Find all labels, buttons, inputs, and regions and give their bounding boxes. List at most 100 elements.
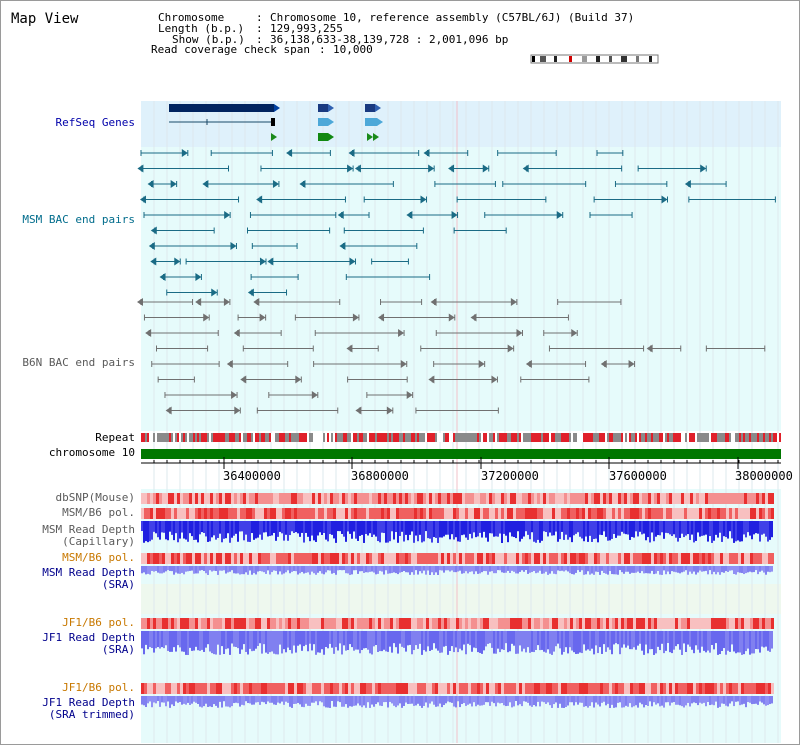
repeat-segment [691,433,693,442]
repeat-segment [537,433,539,442]
read-depth-bar [531,521,533,533]
read-depth-bar [505,696,507,707]
track-label-msm-b6-pol-1[interactable]: MSM/B6 pol. [62,506,135,519]
track-label-jf1-depth-trim-1[interactable]: JF1 Read Depth [42,696,135,709]
read-depth-bar [611,521,613,539]
read-depth-bar [661,566,663,575]
repeat-segment [487,433,489,442]
read-depth-bar [299,631,301,645]
read-depth-bar [287,566,289,571]
track-label-msm-b6-pol-2[interactable]: MSM/B6 pol. [62,551,135,564]
read-depth-bar [569,696,571,703]
polymorphism-cell [750,508,753,519]
read-depth-bar [209,521,211,542]
read-depth-bar [191,696,193,704]
polymorphism-cell [735,553,738,564]
read-depth-bar [421,566,423,574]
repeat-segment [595,433,597,442]
polymorphism-cell [579,618,582,629]
read-depth-bar [493,631,495,654]
polymorphism-cell [237,618,240,629]
read-depth-bar [717,631,719,655]
read-depth-bar [399,521,401,536]
read-depth-bar [219,521,221,534]
polymorphism-cell [618,493,621,504]
read-depth-bar [509,631,511,652]
polymorphism-cell [258,618,261,629]
polymorphism-cell [597,508,600,519]
read-depth-bar [637,566,639,572]
track-label-jf1-depth-1[interactable]: JF1 Read Depth [42,631,135,644]
read-depth-bar [693,631,695,654]
read-depth-bar [211,631,213,654]
read-depth-bar [401,696,403,708]
polymorphism-cell [366,493,369,504]
polymorphism-cell [318,493,321,504]
read-depth-bar [479,521,481,533]
read-depth-bar [145,521,147,542]
track-label-jf1-b6-pol-2[interactable]: JF1/B6 pol. [62,681,135,694]
repeat-segment [597,433,599,442]
polymorphism-cell [276,508,279,519]
b6n-bac-pair-arrow [233,329,240,337]
read-depth-bar [589,566,591,575]
read-depth-bar [177,521,179,543]
read-depth-bar [389,696,391,702]
polymorphism-cell [459,508,462,519]
read-depth-bar [373,696,375,707]
read-depth-bar [701,521,703,536]
read-depth-bar [347,631,349,651]
read-depth-bar [585,631,587,651]
polymorphism-cell [744,618,747,629]
repeat-segment [755,433,757,442]
track-label-dbsnp[interactable]: dbSNP(Mouse) [55,491,135,504]
read-depth-bar [711,566,713,575]
read-depth-bar [181,521,183,533]
track-label-msm-depth-cap-1[interactable]: MSM Read Depth [42,523,135,536]
repeat-segment [171,433,173,442]
polymorphism-cell [759,493,762,504]
polymorphism-cell [369,493,372,504]
polymorphism-cell [468,508,471,519]
read-depth-bar [675,521,677,538]
polymorphism-cell [600,683,603,694]
read-depth-bar [299,696,301,705]
polymorphism-cell [411,553,414,564]
read-depth-bar [217,521,219,538]
polymorphism-cell [624,618,627,629]
polymorphism-cell [285,683,288,694]
track-label-msm-bac[interactable]: MSM BAC end pairs [22,213,135,226]
polymorphism-cell [222,508,225,519]
read-depth-bar [663,521,665,539]
msm-bac-pair-arrow [256,195,263,204]
polymorphism-cell [312,493,315,504]
read-depth-bar [699,566,701,571]
read-depth-bar [719,696,721,707]
track-label-jf1-b6-pol-1[interactable]: JF1/B6 pol. [62,616,135,629]
read-depth-bar [607,696,609,704]
read-depth-bar [591,696,593,703]
polymorphism-cell [651,618,654,629]
read-depth-bar [345,631,347,651]
track-label-msm-depth-sra-1[interactable]: MSM Read Depth [42,566,135,579]
read-depth-bar [549,696,551,706]
read-depth-bar [517,631,519,654]
repeat-segment [685,433,687,442]
polymorphism-cell [369,618,372,629]
polymorphism-cell [621,493,624,504]
read-depth-bar [235,566,237,574]
repeat-segment [493,433,495,442]
polymorphism-cell [408,683,411,694]
read-depth-bar [185,696,187,705]
track-label-refseq[interactable]: RefSeq Genes [55,116,135,129]
ideogram-band [554,56,557,62]
polymorphism-cell [330,618,333,629]
read-depth-bar [571,631,573,651]
track-label-b6n-bac[interactable]: B6N BAC end pairs [22,356,135,369]
polymorphism-cell [336,553,339,564]
repeat-segment [303,433,305,442]
read-depth-bar [393,696,395,706]
read-depth-bar [273,631,275,654]
read-depth-bar [749,521,751,536]
